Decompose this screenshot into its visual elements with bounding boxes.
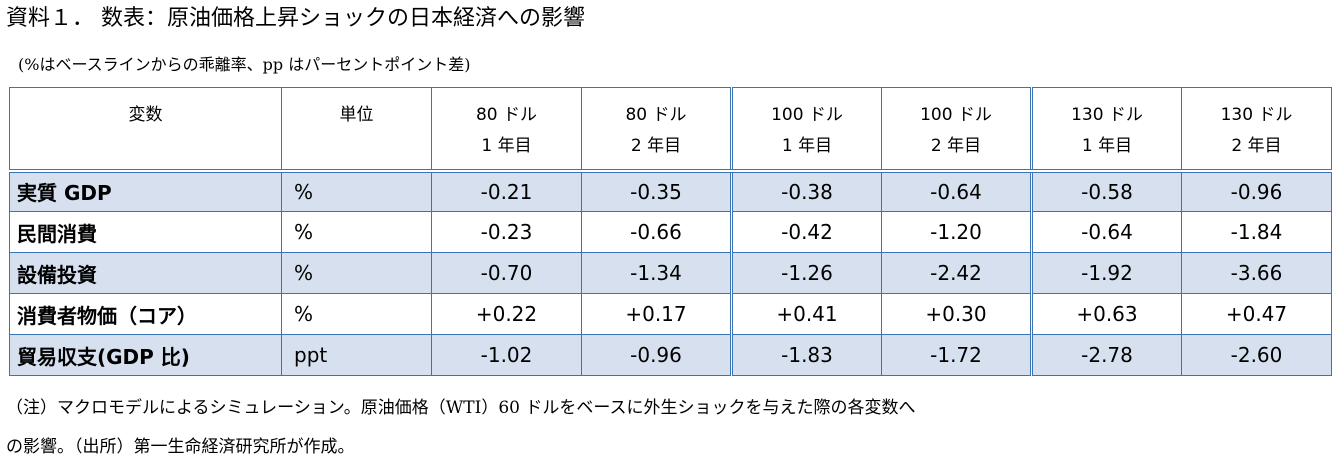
table-row: 消費者物価（コア） % +0.22 +0.17 +0.41 +0.30 +0.6… xyxy=(9,293,1332,335)
value-cell: -1.72 xyxy=(881,334,1032,376)
value-cell: -2.42 xyxy=(881,252,1032,294)
value-cell: -0.23 xyxy=(431,211,582,253)
header-year: 2 年目 xyxy=(1231,136,1282,156)
data-table: 変数 単位 80 ドル 1 年目 80 ドル 2 年目 100 ドル 1 年目 … xyxy=(9,87,1332,376)
value-cell: -0.64 xyxy=(881,170,1032,212)
header-cell-100-y2: 100 ドル 2 年目 xyxy=(881,87,1032,173)
value-cell: +0.63 xyxy=(1030,293,1182,335)
value-cell: -3.66 xyxy=(1181,252,1332,294)
header-cell-80-y1: 80 ドル 1 年目 xyxy=(431,87,582,173)
value-cell: +0.17 xyxy=(581,293,732,335)
value-cell: -1.84 xyxy=(1181,211,1332,253)
table-row: 実質 GDP % -0.21 -0.35 -0.38 -0.64 -0.58 -… xyxy=(9,170,1332,212)
value-cell: -0.21 xyxy=(431,170,582,212)
value-cell: -1.83 xyxy=(730,334,882,376)
header-price: 80 ドル xyxy=(625,105,687,125)
header-year: 1 年目 xyxy=(1081,136,1133,156)
header-label: 変数 xyxy=(128,105,163,125)
value-cell: -0.70 xyxy=(431,252,582,294)
unit-cell: ppt xyxy=(281,334,432,376)
table-row: 貿易収支(GDP 比) ppt -1.02 -0.96 -1.83 -1.72 … xyxy=(9,334,1332,376)
value-cell: -1.92 xyxy=(1030,252,1182,294)
table-header-row: 変数 単位 80 ドル 1 年目 80 ドル 2 年目 100 ドル 1 年目 … xyxy=(9,87,1332,173)
footnote-line: （注）マクロモデルによるシミュレーション。原油価格（WTI）60 ドルをベースに… xyxy=(6,398,916,418)
value-cell: -0.38 xyxy=(730,170,882,212)
header-year: 2 年目 xyxy=(930,136,982,156)
variable-cell: 消費者物価（コア） xyxy=(9,293,282,335)
value-cell: -0.64 xyxy=(1030,211,1182,253)
value-cell: -1.34 xyxy=(581,252,732,294)
table-row: 設備投資 % -0.70 -1.34 -1.26 -2.42 -1.92 -3.… xyxy=(9,252,1332,294)
value-cell: -0.35 xyxy=(581,170,732,212)
variable-cell: 民間消費 xyxy=(9,211,282,253)
header-price: 130 ドル xyxy=(1071,105,1143,125)
header-price: 80 ドル xyxy=(475,105,538,125)
header-cell-130-y2: 130 ドル 2 年目 xyxy=(1181,87,1332,173)
value-cell: -2.78 xyxy=(1030,334,1182,376)
header-label: 単位 xyxy=(339,105,374,125)
unit-cell: % xyxy=(281,252,432,294)
value-cell: -1.20 xyxy=(881,211,1032,253)
variable-cell: 設備投資 xyxy=(9,252,282,294)
value-cell: -0.96 xyxy=(581,334,732,376)
value-cell: +0.30 xyxy=(881,293,1032,335)
unit-cell: % xyxy=(281,211,432,253)
value-cell: +0.22 xyxy=(431,293,582,335)
document-title: 資料１． 数表：原油価格上昇ショックの日本経済への影響 xyxy=(6,6,585,31)
header-price: 130 ドル xyxy=(1220,105,1293,125)
footnote: （注）マクロモデルによるシミュレーション。原油価格（WTI）60 ドルをベースに… xyxy=(6,389,1334,467)
footnote-line: の影響。（出所）第一生命経済研究所が作成。 xyxy=(6,437,355,457)
unit-cell: % xyxy=(281,293,432,335)
unit-note: (%はベースラインからの乖離率、pp はパーセントポイント差) xyxy=(18,55,471,74)
header-cell-variable: 変数 xyxy=(9,87,282,173)
value-cell: -1.26 xyxy=(730,252,882,294)
variable-cell: 貿易収支(GDP 比) xyxy=(9,334,282,376)
variable-cell: 実質 GDP xyxy=(9,170,282,212)
value-cell: -0.96 xyxy=(1181,170,1332,212)
table-row: 民間消費 % -0.23 -0.66 -0.42 -1.20 -0.64 -1.… xyxy=(9,211,1332,253)
header-cell-unit: 単位 xyxy=(281,87,432,173)
header-cell-100-y1: 100 ドル 1 年目 xyxy=(730,87,882,173)
header-cell-130-y1: 130 ドル 1 年目 xyxy=(1030,87,1182,173)
header-year: 1 年目 xyxy=(781,136,833,156)
value-cell: +0.41 xyxy=(730,293,882,335)
value-cell: -0.58 xyxy=(1030,170,1182,212)
value-cell: -0.42 xyxy=(730,211,882,253)
value-cell: +0.47 xyxy=(1181,293,1332,335)
header-cell-80-y2: 80 ドル 2 年目 xyxy=(581,87,732,173)
unit-cell: % xyxy=(281,170,432,212)
header-price: 100 ドル xyxy=(771,105,843,125)
header-year: 2 年目 xyxy=(630,136,682,156)
value-cell: -1.02 xyxy=(431,334,582,376)
header-price: 100 ドル xyxy=(920,105,992,125)
value-cell: -0.66 xyxy=(581,211,732,253)
header-year: 1 年目 xyxy=(481,136,532,156)
value-cell: -2.60 xyxy=(1181,334,1332,376)
